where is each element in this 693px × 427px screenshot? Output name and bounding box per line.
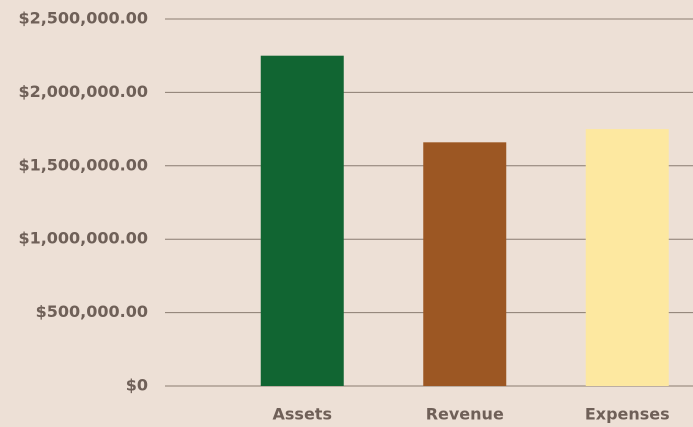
y-tick-label: $2,500,000.00 [18, 9, 148, 28]
y-tick-label: $1,500,000.00 [18, 155, 148, 174]
bar [585, 129, 669, 386]
x-tick-label: Expenses [585, 405, 670, 424]
y-tick-label: $1,000,000.00 [18, 229, 148, 248]
bar [260, 55, 344, 386]
y-tick-label: $2,000,000.00 [18, 82, 148, 101]
x-tick-label: Revenue [426, 405, 504, 424]
bar [423, 142, 507, 386]
x-tick-label: Assets [273, 405, 332, 424]
y-tick-label: $500,000.00 [36, 302, 148, 321]
y-tick-label: $0 [126, 376, 148, 395]
